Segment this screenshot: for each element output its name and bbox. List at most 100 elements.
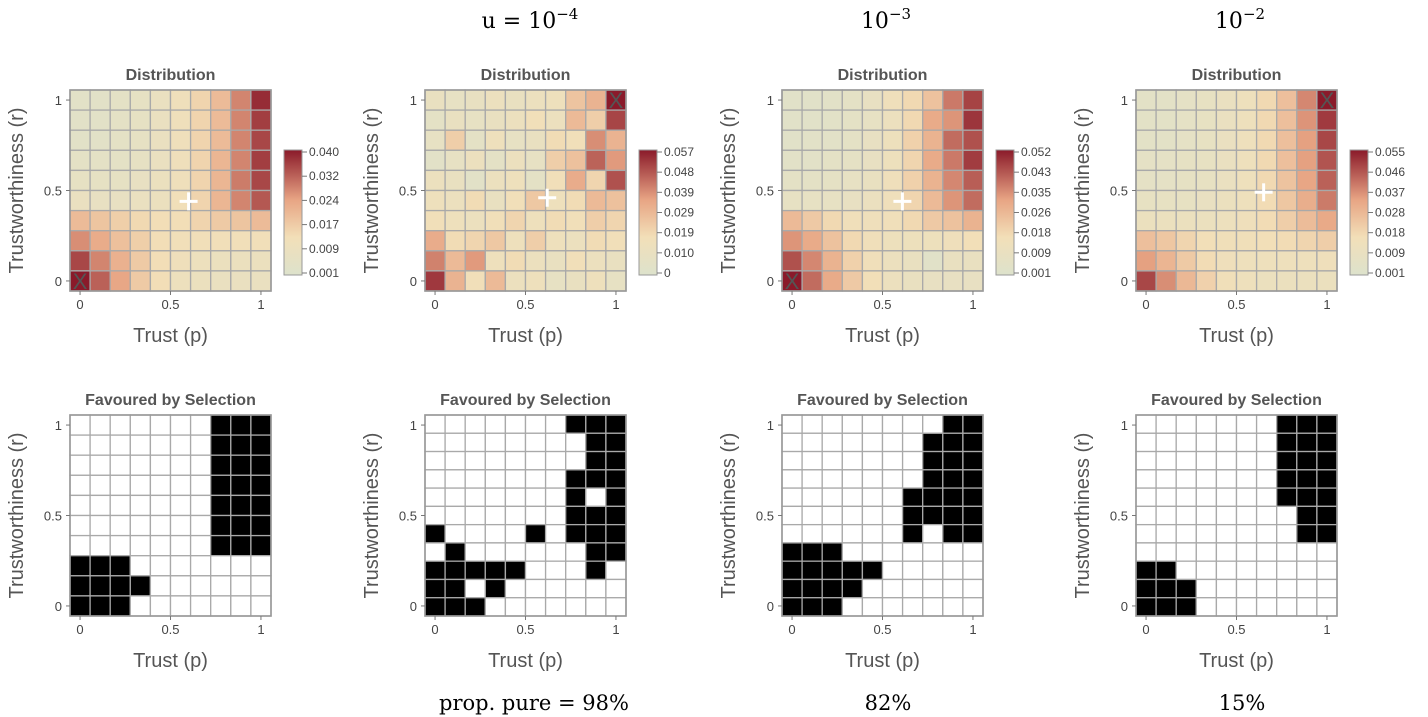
heatmap-cell <box>464 250 486 272</box>
heatmap-cell <box>881 230 904 252</box>
y-tick-label: 0 <box>1121 599 1128 614</box>
selection-cell <box>424 523 446 544</box>
heatmap-cell <box>484 129 507 151</box>
selection-cell <box>605 542 627 562</box>
heatmap-cell <box>544 109 567 131</box>
heatmap-cell <box>544 169 567 192</box>
heatmap-cell <box>942 230 964 252</box>
selection-cell <box>484 469 507 489</box>
selection-cell <box>424 414 446 434</box>
selection-cell <box>781 432 803 453</box>
selection-cell <box>1195 469 1218 489</box>
selection-cell <box>1235 523 1258 544</box>
selection-cell <box>210 575 232 597</box>
heatmap-cell <box>464 169 486 192</box>
selection-cell <box>901 523 924 544</box>
heatmap-cell <box>585 109 607 131</box>
selection-cell <box>821 542 843 562</box>
heatmap-cell <box>565 270 587 292</box>
selection-cell <box>544 578 567 599</box>
heatmap-cell <box>230 230 252 252</box>
heatmap-cell <box>881 149 904 172</box>
selection-cell <box>962 450 984 471</box>
selection-cell <box>1215 487 1238 508</box>
selection-cell <box>821 597 843 617</box>
selection-cell <box>1276 487 1298 508</box>
selection-cell <box>1235 542 1258 562</box>
selection-cell <box>861 597 884 617</box>
selection-cell <box>504 432 527 453</box>
selection-cell <box>444 560 466 581</box>
selection-cell <box>1215 414 1238 434</box>
x-tick-label: 0.5 <box>873 297 891 312</box>
selection-cell <box>424 432 446 453</box>
heatmap-cell <box>89 109 111 131</box>
x-tick-label: 1 <box>257 622 264 637</box>
heatmap-cell <box>1296 250 1318 272</box>
selection-cell <box>821 432 843 453</box>
selection-cell <box>89 414 111 436</box>
heatmap-cell <box>962 250 984 272</box>
colorbar-tick-label: 0.018 <box>1021 226 1051 240</box>
heatmap-cell <box>1195 89 1218 111</box>
heatmap-cell <box>881 270 904 292</box>
selection-cell <box>1195 542 1218 562</box>
heatmap-cell <box>169 129 192 151</box>
selection-cell <box>962 597 984 617</box>
selection-cell <box>129 494 152 517</box>
heatmap-cell <box>1276 270 1298 292</box>
colorbar-tick-label: 0.055 <box>1375 145 1405 159</box>
selection-cell <box>565 578 587 599</box>
y-tick-label: 0.5 <box>44 509 62 524</box>
selection-cell <box>189 595 212 617</box>
heatmap-cell <box>1235 209 1258 232</box>
heatmap-cell <box>1255 109 1278 131</box>
heatmap-cell <box>250 209 272 232</box>
selection-cell <box>69 514 91 537</box>
selection-cell <box>189 454 212 476</box>
selection-cell <box>1135 505 1157 526</box>
heatmap-cell <box>1255 209 1278 232</box>
selection-cell <box>1195 414 1218 434</box>
selection-cell <box>230 555 252 577</box>
heatmap-cell <box>1195 149 1218 172</box>
selection-cell <box>129 474 152 497</box>
y-axis-label: Trustworthiness (r) <box>1072 433 1094 599</box>
heatmap-cell <box>922 270 944 292</box>
colorbar-tick-label: 0.009 <box>1375 246 1405 260</box>
selection-cell <box>444 487 466 508</box>
heatmap-cell <box>230 129 252 151</box>
heatmap-cell <box>1296 149 1318 172</box>
heatmap-cell <box>1195 129 1218 151</box>
heatmap-cell <box>424 250 446 272</box>
heatmap-cell <box>1296 230 1318 252</box>
selection-cell <box>149 514 172 537</box>
heatmap-cell <box>922 129 944 151</box>
selection-cell <box>605 450 627 471</box>
selection-cell <box>821 414 843 434</box>
heatmap-cell <box>801 209 823 232</box>
selection-cell <box>210 454 232 476</box>
selection-cell <box>1175 578 1197 599</box>
heatmap-cell <box>210 169 232 192</box>
heatmap-cell <box>1215 209 1238 232</box>
heatmap-cell <box>1175 250 1197 272</box>
y-tick-label: 0.5 <box>44 184 62 199</box>
selection-cell <box>801 469 823 489</box>
selection-cell <box>504 560 527 581</box>
heatmap-cell <box>1175 89 1197 111</box>
heatmap-cell <box>861 109 884 131</box>
column-headers: u = 10−4 10−3 10−2 <box>482 5 1265 34</box>
heatmap-cell <box>841 89 864 111</box>
selection-cell <box>1215 450 1238 471</box>
heatmap-cell <box>1135 250 1157 272</box>
selection-cell <box>821 578 843 599</box>
selection-cell <box>1276 450 1298 471</box>
selection-cell <box>504 542 527 562</box>
selection-cell <box>861 487 884 508</box>
selection-cell <box>129 534 152 557</box>
heatmap-cell <box>861 250 884 272</box>
heatmap-cell <box>1316 230 1338 252</box>
selection-cell <box>841 487 864 508</box>
